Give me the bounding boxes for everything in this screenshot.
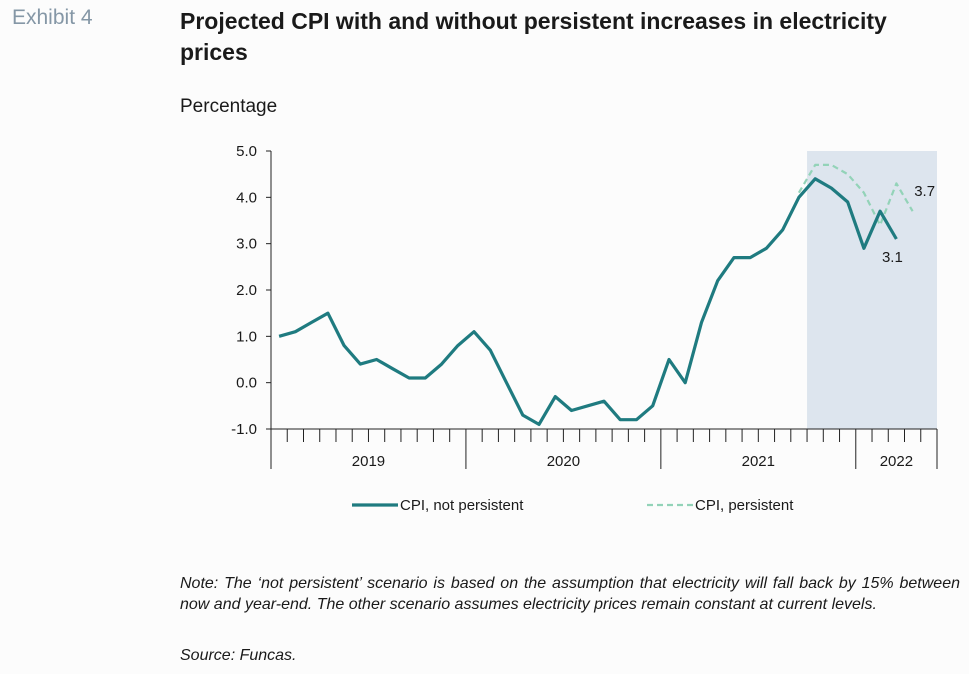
y-tick-label: 2.0: [236, 282, 257, 299]
legend-label: CPI, not persistent: [400, 497, 524, 514]
x-year-label: 2022: [880, 453, 913, 470]
series-line-persistent: [797, 163, 914, 227]
y-tick-label: 1.0: [236, 328, 257, 345]
chart-note: Note: The ‘not persistent’ scenario is b…: [180, 575, 960, 613]
y-tick-label: 4.0: [236, 189, 257, 206]
end-labels: 3.7 3.1: [882, 183, 935, 266]
chart-title: Projected CPI with and without persisten…: [180, 8, 887, 65]
chart-source: Source: Funcas.: [180, 647, 297, 664]
y-tick-label: 3.0: [236, 236, 257, 253]
end-label-not-persistent: 3.1: [882, 249, 903, 266]
unit-label: Percentage: [180, 96, 278, 117]
x-axis: 2019 2020 2021 2022: [270, 428, 938, 470]
projection-shaded-area: [807, 151, 937, 429]
x-year-label: 2020: [547, 453, 580, 470]
y-tick-label: 0.0: [236, 375, 257, 392]
legend: CPI, not persistent CPI, persistent: [352, 497, 794, 514]
y-tick-label: -1.0: [231, 421, 257, 438]
legend-label: CPI, persistent: [695, 497, 794, 514]
series-lines: [278, 163, 914, 426]
exhibit-label: Exhibit 4: [12, 6, 93, 29]
y-axis: -1.0 0.0 1.0 2.0 3.0 4.0 5.0: [231, 143, 272, 438]
end-label-persistent: 3.7: [914, 183, 935, 200]
x-year-label: 2019: [352, 453, 385, 470]
y-tick-label: 5.0: [236, 143, 257, 160]
series-line-not-persistent: [278, 177, 898, 426]
cpi-line-chart: -1.00.01.02.03.04.05.0 2019 2020 2021 2022 …: [231, 143, 938, 514]
x-year-label: 2021: [742, 453, 775, 470]
